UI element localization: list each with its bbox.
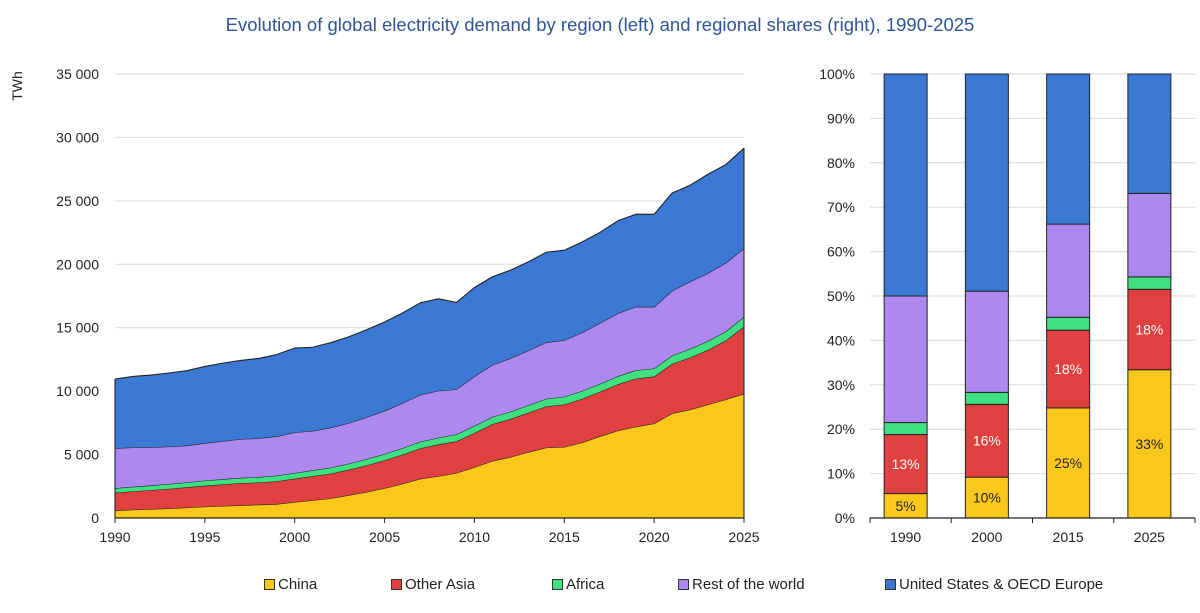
legend-item-africa: Africa: [552, 576, 604, 593]
area-edge-united-states-oecd-europe: [114, 147, 745, 380]
right-y-tick-label: 60%: [827, 244, 855, 260]
legend-item-china: China: [264, 576, 317, 593]
bar-rest-of-the-world-2000: [964, 290, 1009, 393]
right-y-tick-label: 70%: [827, 199, 855, 215]
right-bar-chart: 0% 10% 20% 30% 40% 50% 60% 70% 80% 90% 100% 5% 13% 19…: [819, 66, 1196, 545]
bar-other-asia-2000: [964, 403, 1009, 478]
bar-data-label: 18%: [1054, 361, 1082, 377]
bar-data-label: 25%: [1054, 455, 1082, 471]
area-other-asia: [115, 326, 744, 511]
bar-china-2015: [1046, 407, 1091, 519]
bar-data-label: 16%: [973, 433, 1001, 449]
left-y-tick-label: 30 000: [56, 129, 99, 145]
right-y-tick-label: 30%: [827, 377, 855, 393]
bar-africa-1990: [883, 422, 928, 436]
bar-other-asia-2015: [1046, 329, 1091, 409]
bar-africa-2000: [964, 391, 1009, 405]
bar-china-2025: [1127, 369, 1172, 519]
bar-united-states-oecd-europe-1990: [883, 73, 928, 297]
right-y-tick-label: 20%: [827, 421, 855, 437]
bar-rest-of-the-world-1990: [883, 295, 928, 424]
left-y-tick-label: 35 000: [56, 66, 99, 82]
legend-item-rest-of-the-world: Rest of the world: [678, 576, 805, 593]
left-y-tick-label: 0: [91, 510, 99, 526]
left-y-tick-label: 20 000: [56, 256, 99, 272]
area-rest-of-the-world: [115, 248, 744, 489]
left-y-tick-label: 25 000: [56, 193, 99, 209]
bar-data-label: 13%: [892, 456, 920, 472]
right-y-tick-label: 10%: [827, 466, 855, 482]
legend-swatch: [678, 579, 689, 590]
bar-data-label: 5%: [896, 498, 916, 514]
bar-africa-2015: [1046, 316, 1091, 331]
right-y-tick-label: 50%: [827, 288, 855, 304]
left-x-tick-label: 2005: [369, 529, 400, 545]
legend-label: United States & OECD Europe: [899, 576, 1104, 593]
legend: China Other Asia Africa Rest of the world Un…: [0, 576, 1200, 598]
left-y-tick-label: 10 000: [56, 383, 99, 399]
bar-united-states-oecd-europe-2025: [1127, 73, 1172, 194]
bar-united-states-oecd-europe-2000: [964, 73, 1009, 292]
legend-swatch: [885, 579, 896, 590]
right-x-tick-label: 2015: [1053, 529, 1084, 545]
left-x-tick-label: 2015: [549, 529, 580, 545]
legend-swatch: [552, 579, 563, 590]
left-x-tick-label: 2025: [728, 529, 759, 545]
legend-label: Rest of the world: [692, 576, 805, 593]
left-x-tick-label: 1995: [189, 529, 220, 545]
area-united-states-oecd-europe: [115, 148, 744, 449]
left-y-tick-label: 15 000: [56, 320, 99, 336]
left-area-chart: 0 5 000 10 000 15 000 20 000 25 000 30 000 35 0…: [9, 66, 760, 545]
legend-item-united-states-oecd-europe: United States & OECD Europe: [885, 576, 1103, 593]
bar-rest-of-the-world-2015: [1046, 223, 1091, 318]
right-x-tick-label: 1990: [890, 529, 921, 545]
right-y-tick-label: 80%: [827, 155, 855, 171]
legend-label: Other Asia: [405, 576, 476, 593]
bar-africa-2025: [1127, 276, 1172, 290]
bar-data-label: 10%: [973, 490, 1001, 506]
left-x-tick-label: 2020: [639, 529, 670, 545]
left-x-tick-label: 2000: [279, 529, 310, 545]
left-y-tick-label: 5 000: [64, 447, 99, 463]
legend-label: China: [278, 576, 318, 593]
legend-swatch: [264, 579, 275, 590]
left-y-axis-label: TWh: [9, 71, 25, 101]
bar-rest-of-the-world-2025: [1127, 192, 1172, 278]
right-x-tick-label: 2000: [971, 529, 1002, 545]
bar-data-label: 33%: [1135, 436, 1163, 452]
legend-item-other-asia: Other Asia: [391, 576, 475, 593]
bar-united-states-oecd-europe-2015: [1046, 73, 1091, 225]
right-y-tick-label: 40%: [827, 332, 855, 348]
area-china: [115, 393, 744, 518]
right-y-tick-label: 100%: [819, 66, 855, 82]
legend-label: Africa: [566, 576, 605, 593]
left-x-tick-label: 1990: [99, 529, 130, 545]
bar-data-label: 18%: [1135, 322, 1163, 338]
right-y-tick-label: 0%: [835, 510, 855, 526]
right-y-tick-label: 90%: [827, 110, 855, 126]
chart-title: Evolution of global electricity demand b…: [225, 14, 975, 35]
left-x-tick-label: 2010: [459, 529, 490, 545]
right-x-tick-label: 2025: [1134, 529, 1165, 545]
legend-swatch: [391, 579, 402, 590]
